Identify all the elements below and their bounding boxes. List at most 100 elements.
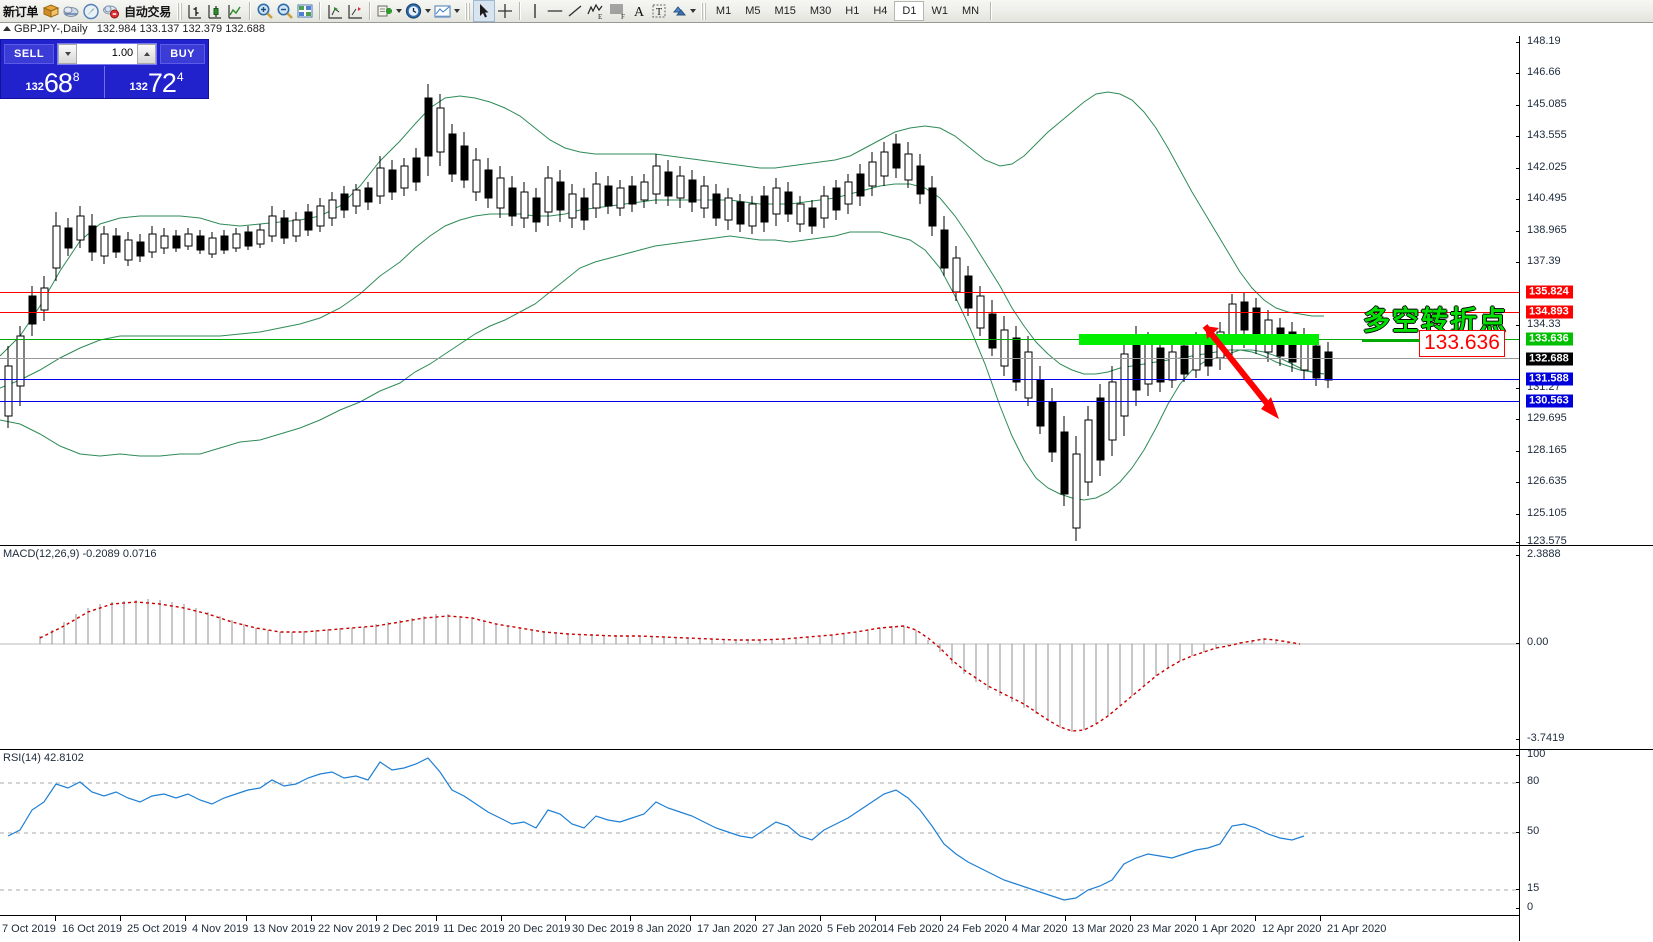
bar-chart-icon[interactable] (185, 1, 205, 21)
sell-price-prefix: 132 (25, 81, 44, 93)
support-zone-band[interactable] (1079, 334, 1319, 345)
data-window-icon[interactable] (325, 1, 345, 21)
time-label: 11 Dec 2019 (436, 915, 505, 935)
price-callout-box[interactable]: 133.636 (1419, 330, 1505, 357)
svg-text:F: F (621, 13, 625, 20)
auto-trading-icon[interactable] (101, 1, 121, 21)
macd-chart-svg (0, 599, 1519, 732)
toolbar-separator (248, 2, 251, 20)
cloud-icon[interactable] (61, 1, 81, 21)
candlestick-chart-icon[interactable] (205, 1, 225, 21)
toolbar-grip[interactable] (176, 2, 182, 20)
chart-area[interactable]: 多空转折点 133.636 MACD(12,26,9) -0.2089 0.07… (0, 35, 1653, 942)
chevron-down-icon[interactable] (424, 2, 433, 20)
tile-windows-icon[interactable] (295, 1, 315, 21)
timeframe-m1[interactable]: M1 (715, 5, 732, 17)
support-line-131588[interactable] (0, 379, 1519, 380)
resistance-line-134893[interactable] (0, 312, 1519, 313)
time-label: 23 Mar 2020 (1130, 915, 1199, 935)
chart-symbol-ohlc: GBPJPY-,Daily 132.984 133.137 132.379 13… (14, 23, 265, 35)
toolbar-grip[interactable] (700, 2, 706, 20)
navigator-icon[interactable] (81, 1, 101, 21)
new-order-button[interactable]: 新订单 (0, 0, 41, 22)
toolbar-grip[interactable] (464, 2, 470, 20)
indicators-icon[interactable] (345, 1, 365, 21)
toolbar-separator (990, 2, 993, 20)
timeframe-mn[interactable]: MN (961, 5, 980, 17)
crosshair-icon[interactable] (495, 1, 515, 21)
elliott-wave-icon[interactable]: E (585, 1, 607, 21)
time-label: 13 Nov 2019 (245, 915, 316, 935)
timeframe-m30[interactable]: M30 (809, 5, 832, 17)
time-label: 7 Oct 2019 (2, 923, 56, 935)
chevron-down-icon[interactable] (689, 2, 698, 20)
time-scale[interactable]: 7 Oct 2019 16 Oct 2019 25 Oct 2019 4 Nov… (0, 915, 1519, 942)
timeframe-d1[interactable]: D1 (894, 1, 925, 21)
text-icon[interactable]: A (629, 1, 649, 21)
time-label: 8 Jan 2020 (629, 915, 692, 935)
support-line-133636[interactable] (0, 339, 1519, 340)
zoom-out-icon[interactable] (275, 1, 295, 21)
fibonacci-icon[interactable]: F (607, 1, 629, 21)
resistance-line-135824[interactable] (0, 292, 1519, 293)
timeframe-h4[interactable]: H4 (873, 5, 888, 17)
timeframe-m5[interactable]: M5 (745, 5, 761, 17)
volume-decrease-button[interactable] (58, 44, 78, 64)
timeframe-w1[interactable]: W1 (931, 5, 948, 17)
text-label-icon[interactable]: T (649, 1, 669, 21)
volume-increase-button[interactable] (137, 44, 157, 64)
shapes-icon[interactable] (669, 1, 689, 21)
one-click-trading-panel[interactable]: SELL 1.00 BUY 132 68 8 132 72 4 (0, 39, 209, 99)
rsi-chart-svg (0, 757, 1519, 901)
vertical-line-icon[interactable] (525, 1, 545, 21)
price-label-133636: 133.636 (1526, 332, 1573, 346)
time-label: 30 Dec 2019 (564, 915, 635, 935)
price-label-current: 132.688 (1526, 352, 1573, 366)
zoom-in-icon[interactable] (255, 1, 275, 21)
time-label: 20 Dec 2019 (500, 915, 571, 935)
horizontal-line-icon[interactable] (545, 1, 565, 21)
price-scale[interactable]: 148.19 146.66 145.085 143.555 142.025 14… (1516, 35, 1653, 941)
sell-button[interactable]: SELL (4, 44, 55, 64)
time-label: 12 Apr 2020 (1254, 915, 1322, 935)
templates-icon[interactable] (433, 1, 453, 21)
time-label: 25 Oct 2019 (120, 915, 187, 935)
price-pane[interactable]: 多空转折点 133.636 (0, 36, 1653, 545)
buy-button[interactable]: BUY (160, 44, 205, 64)
auto-trading-button[interactable]: 自动交易 (121, 0, 174, 22)
time-label: 1 Apr 2020 (1194, 915, 1256, 935)
period-clock-icon[interactable] (404, 1, 424, 21)
svg-text:E: E (598, 13, 602, 20)
sell-price-display[interactable]: 132 68 8 (1, 66, 104, 98)
briefcase-icon[interactable] (41, 1, 61, 21)
trend-arrow-icon[interactable] (1195, 291, 1335, 421)
buy-price-main: 72 (147, 68, 177, 98)
timeframe-h1[interactable]: H1 (845, 5, 860, 17)
macd-pane[interactable]: MACD(12,26,9) -0.2089 0.0716 (0, 545, 1653, 750)
collapse-triangle-icon[interactable] (3, 26, 11, 31)
chart-symbol-period: GBPJPY-,Daily (14, 23, 88, 35)
rsi-label: RSI(14) 42.8102 (3, 752, 84, 764)
add-indicator-icon[interactable] (375, 1, 395, 21)
support-line-130563[interactable] (0, 401, 1519, 402)
current-price-line (0, 358, 1519, 359)
buy-price-display[interactable]: 132 72 4 (105, 66, 208, 98)
buy-price-fraction: 4 (176, 70, 184, 84)
quote-divider (104, 66, 105, 98)
cursor-icon[interactable] (472, 0, 495, 22)
volume-stepper[interactable]: 1.00 (57, 43, 158, 65)
line-chart-icon[interactable] (225, 1, 245, 21)
volume-input[interactable]: 1.00 (111, 47, 134, 59)
time-label: 17 Jan 2020 (690, 915, 758, 935)
timeframe-m15[interactable]: M15 (774, 5, 796, 17)
macd-label: MACD(12,26,9) -0.2089 0.0716 (3, 548, 157, 560)
time-label: 16 Oct 2019 (55, 915, 122, 935)
svg-text:A: A (634, 5, 645, 20)
rsi-pane[interactable]: RSI(14) 42.8102 (0, 749, 1653, 916)
chevron-down-icon[interactable] (453, 2, 462, 20)
time-label: 27 Jan 2020 (755, 915, 823, 935)
toolbar-separator (318, 2, 321, 20)
new-order-label: 新订单 (3, 4, 39, 19)
trendline-icon[interactable] (565, 1, 585, 21)
chevron-down-icon[interactable] (395, 2, 404, 20)
